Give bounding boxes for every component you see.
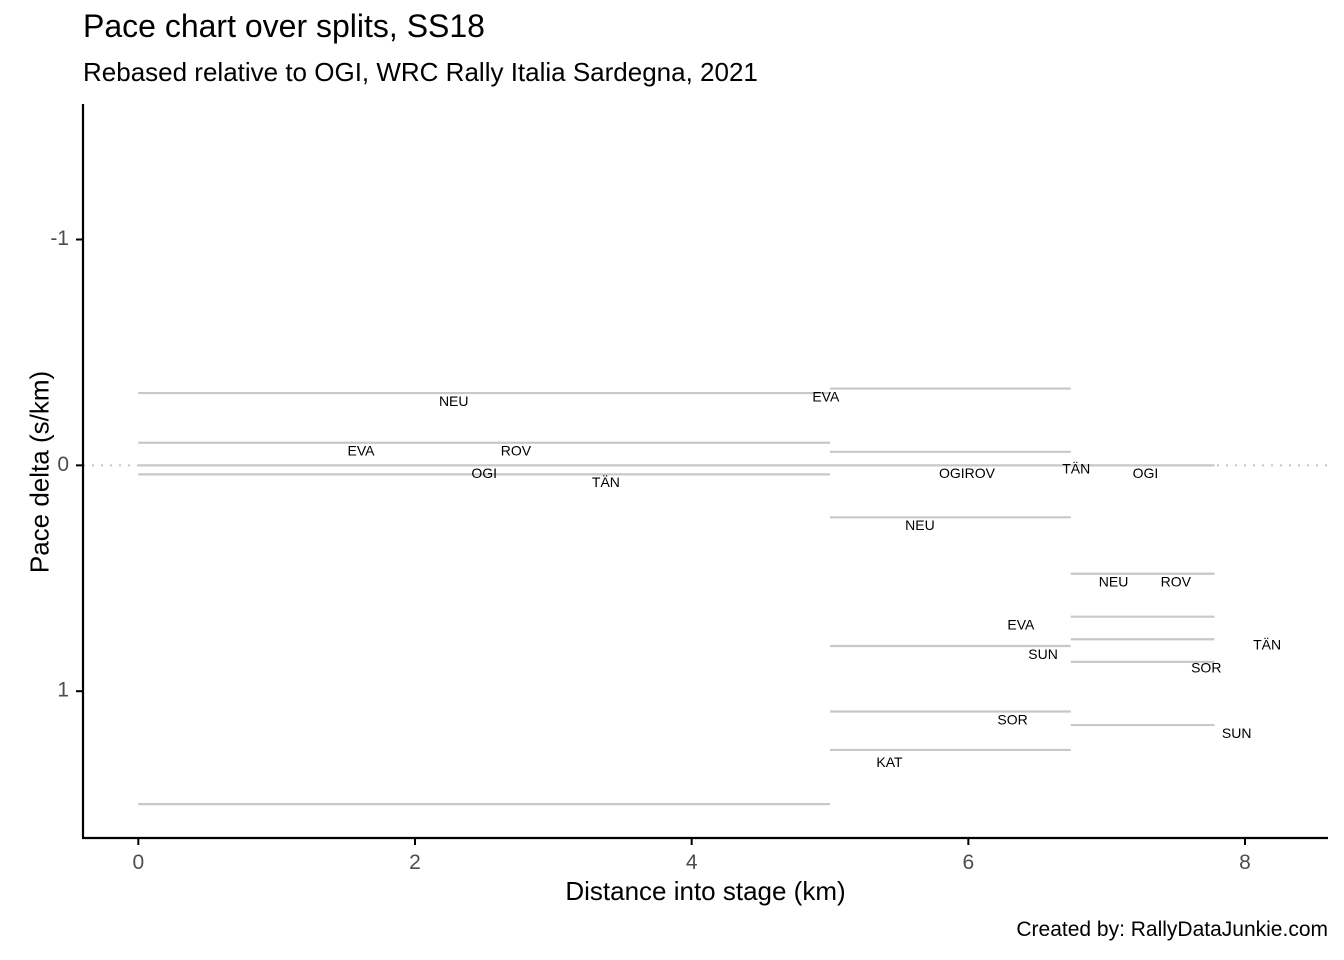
x-tick-label: 2 [409,851,421,874]
axes-layer: 0 2 4 6 8 -1 0 1 [50,104,1328,874]
driver-label: TÄN [592,474,620,490]
driver-label: ROV [501,443,532,459]
x-tick-label: 4 [686,851,698,874]
y-tick-label: 0 [57,453,69,476]
x-axis-label: Distance into stage (km) [565,876,846,906]
driver-label: NEU [1099,573,1129,589]
x-tick-label: 0 [132,851,144,874]
driver-label: OGI [1133,465,1159,481]
driver-label: NEU [905,517,935,533]
y-axis-label: Pace delta (s/km) [24,370,55,574]
driver-label: TÄN [1253,637,1281,653]
driver-label: SOR [997,711,1027,727]
driver-label: EVA [1007,616,1035,632]
driver-label: OGI [471,465,497,481]
y-tick-label: 1 [57,679,69,702]
chart-title: Pace chart over splits, SS18 [83,8,485,44]
x-tick-label: 8 [1239,851,1251,874]
driver-label: SUN [1222,725,1252,741]
chart-caption: Created by: RallyDataJunkie.com [1016,918,1328,941]
driver-label: TÄN [1062,461,1090,477]
driver-label: SOR [1191,659,1221,675]
driver-label: ROV [1161,573,1192,589]
driver-label: OGIROV [939,465,996,481]
driver-label: SUN [1028,646,1058,662]
chart-subtitle: Rebased relative to OGI, WRC Rally Itali… [83,57,758,87]
driver-label: EVA [812,388,840,404]
driver-label: EVA [348,443,376,459]
y-tick-label: -1 [50,227,69,250]
driver-label: NEU [439,393,469,409]
segments-layer [138,387,1215,806]
driver-label: KAT [876,754,903,770]
x-tick-label: 6 [962,851,974,874]
